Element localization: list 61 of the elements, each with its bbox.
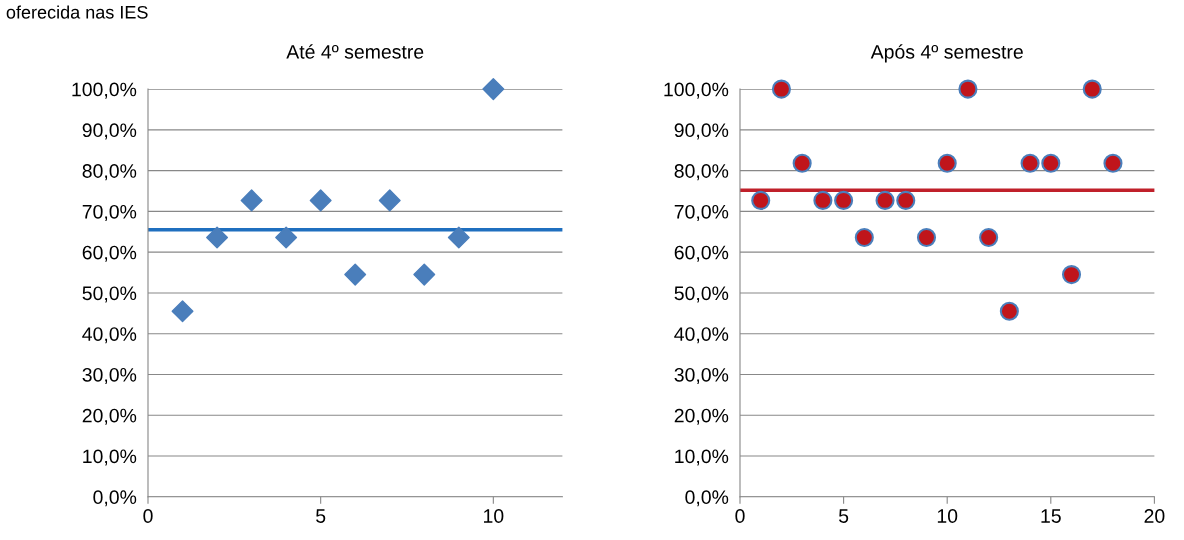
y-tick-label: 30,0% (82, 367, 137, 385)
y-tick-label: 30,0% (674, 367, 729, 385)
y-tick-label: 50,0% (82, 286, 137, 303)
point (999, 301, 1019, 321)
point (1041, 153, 1061, 173)
point (896, 190, 916, 210)
y-tick-label: 60,0% (82, 245, 137, 262)
point (378, 189, 401, 212)
x-tick-label: 10 (937, 509, 958, 523)
y-tick-label: 50,0% (674, 286, 729, 303)
point (1082, 79, 1102, 99)
point (413, 263, 436, 286)
point (482, 78, 505, 101)
y-tick-label: 20,0% (82, 408, 137, 425)
point (240, 189, 263, 212)
y-tick-label: 10,0% (83, 449, 137, 466)
point (854, 227, 874, 248)
point (813, 190, 833, 210)
y-tick-label: 70,0% (674, 204, 729, 221)
point (171, 300, 194, 323)
point (309, 189, 332, 212)
point (344, 263, 367, 286)
x-tick-label: 0 (735, 509, 745, 523)
chart-title: Após 4º semestre (870, 44, 1023, 63)
y-tick-label: 0,0% (93, 490, 137, 507)
y-tick-label: 100,0% (72, 82, 137, 99)
y-tick-label: 20,0% (674, 408, 729, 425)
x-tick-label: 0 (143, 509, 153, 523)
point (751, 190, 771, 210)
point (771, 79, 791, 99)
x-tick-label: 20 (1144, 509, 1165, 523)
y-tick-label: 90,0% (82, 123, 137, 140)
y-tick-label: 80,0% (674, 164, 729, 181)
y-tick-label: 70,0% (82, 204, 137, 221)
y-tick-label: 40,0% (82, 327, 137, 344)
point (979, 227, 999, 248)
y-tick-label: 0,0% (685, 490, 729, 507)
x-tick-label: 5 (316, 509, 326, 523)
y-tick-label: 40,0% (674, 327, 729, 344)
point (447, 226, 470, 249)
point (1020, 153, 1040, 173)
y-tick-label: 100,0% (664, 82, 729, 99)
point (1103, 153, 1123, 173)
x-tick-label: 10 (484, 509, 504, 523)
point (937, 153, 957, 173)
point (1061, 265, 1082, 285)
y-tick-label: 90,0% (674, 123, 729, 140)
chart-title: Até 4º semestre (286, 44, 424, 59)
x-tick-label: 15 (1041, 509, 1061, 523)
text: oferecida nas IES (6, 5, 148, 19)
point (275, 226, 298, 249)
point (792, 153, 812, 173)
y-tick-label: 60,0% (674, 245, 729, 262)
point (206, 226, 229, 249)
point (916, 227, 937, 248)
y-tick-label: 80,0% (82, 164, 137, 181)
point (834, 190, 854, 210)
point (875, 190, 895, 210)
y-tick-label: 10,0% (675, 449, 729, 466)
x-tick-label: 5 (838, 509, 849, 523)
point (958, 79, 978, 99)
